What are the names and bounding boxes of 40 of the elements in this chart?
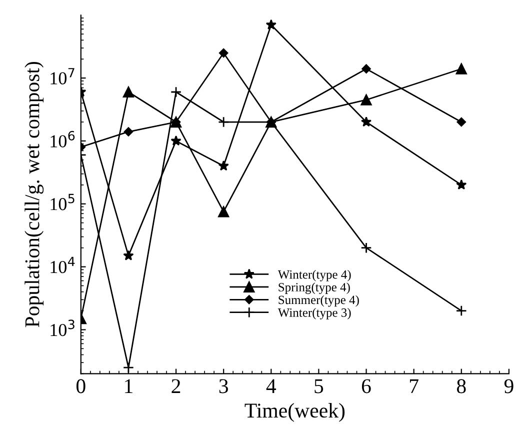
x-axis-title: Time(week) [244,402,345,422]
x-tick-label: 9 [504,379,514,394]
x-tick-label: 5 [314,379,324,394]
point [170,135,182,146]
point [456,179,467,190]
x-tick-label: 7 [410,379,418,393]
y-tick-label: 10$^{3}$ [50,320,74,336]
point [218,116,230,128]
point [456,117,466,127]
point [170,86,182,98]
point [218,48,228,58]
legend-label: Summer(type 4) [278,295,359,307]
x-tick-label: 6 [362,379,371,394]
y-tick-label: 10$^{6}$ [50,130,75,148]
x-tick-label: 2 [172,379,180,393]
legend-label: Winter(type 3) [278,308,351,320]
point [360,94,372,106]
point [122,86,134,98]
point [362,64,371,74]
point [360,242,372,254]
x-tick-label: 4 [266,379,276,393]
x-tick-label: 0 [76,379,86,394]
point [122,362,134,374]
point [360,116,372,127]
point [218,160,229,171]
point [123,250,134,260]
y-tick-label: 10$^{7}$ [50,68,74,84]
x-tick-label: 3 [219,379,228,394]
point [456,305,467,316]
legend-label: Spring(type 4) [278,282,350,294]
x-tick-label: 1 [125,379,132,393]
y-axis-title: Population(cell/g. wet compost) [24,62,44,328]
legend-label: Winter(type 4) [278,270,351,282]
point [456,63,467,74]
y-tick-label: 10$^{4}$ [50,256,75,274]
y-tick-label: 10$^{5}$ [50,194,74,210]
point [218,206,230,218]
point [266,19,276,30]
point [124,127,134,136]
x-tick-label: 8 [456,379,466,394]
